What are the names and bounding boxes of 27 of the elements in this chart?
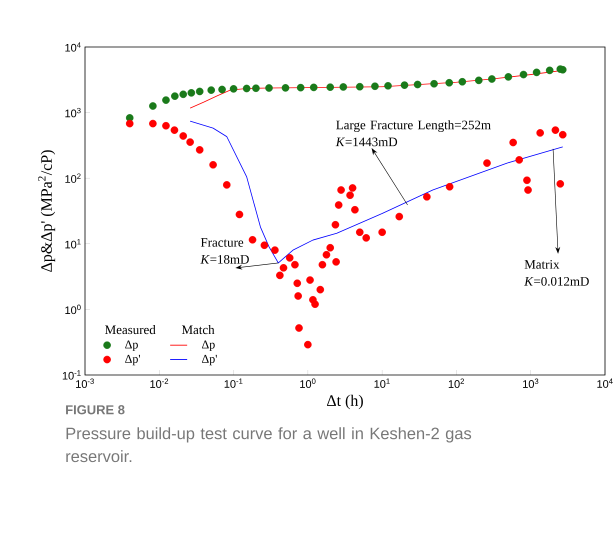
x-axis-title: Δt (h) bbox=[326, 394, 363, 410]
y-tick-label: 10$^{0}$ bbox=[65, 304, 81, 314]
legend-label: Δp bbox=[202, 340, 215, 351]
x-tick-label: 10$^{-1}$ bbox=[224, 378, 242, 388]
x-tick-label: 10$^{-3}$ bbox=[76, 378, 94, 388]
y-axis-title: Δp&Δp' (MPa$^{2}$/cP) bbox=[38, 150, 56, 272]
y-tick-label: 10$^{4}$ bbox=[65, 42, 81, 52]
annotation: Match bbox=[182, 325, 214, 334]
x-tick-label: 10$^{1}$ bbox=[374, 378, 390, 388]
y-tick-label: 10$^{-1}$ bbox=[62, 370, 81, 380]
text: FIGURE 8 bbox=[66, 405, 125, 414]
x-tick-label: 10$^{3}$ bbox=[523, 378, 538, 388]
x-tick-label: 10$^{2}$ bbox=[448, 378, 464, 388]
x-tick-label: 10$^{-2}$ bbox=[150, 378, 168, 388]
annotation: Large Fracture Length=252m K=1443mD bbox=[336, 120, 491, 146]
y-tick-label: 10$^{1}$ bbox=[65, 239, 81, 248]
y-tick-label: 10$^{3}$ bbox=[65, 108, 81, 118]
legend-title: Measured bbox=[105, 325, 156, 334]
annotation: Fracture K=18mD bbox=[200, 238, 249, 264]
legend-label: Δp' bbox=[202, 354, 217, 366]
legend-label: Δp bbox=[125, 340, 138, 351]
x-tick-label: 10$^{4}$ bbox=[597, 378, 613, 388]
annotation: Matrix K=0.012mD bbox=[524, 260, 589, 286]
legend-label: Δp' bbox=[125, 354, 140, 366]
y-tick-label: 10$^{2}$ bbox=[65, 173, 81, 183]
text: Pressure build-up test curve for a well in Keshen-2 gas reservoir. bbox=[66, 427, 472, 462]
x-tick-label: 10$^{0}$ bbox=[300, 378, 316, 388]
